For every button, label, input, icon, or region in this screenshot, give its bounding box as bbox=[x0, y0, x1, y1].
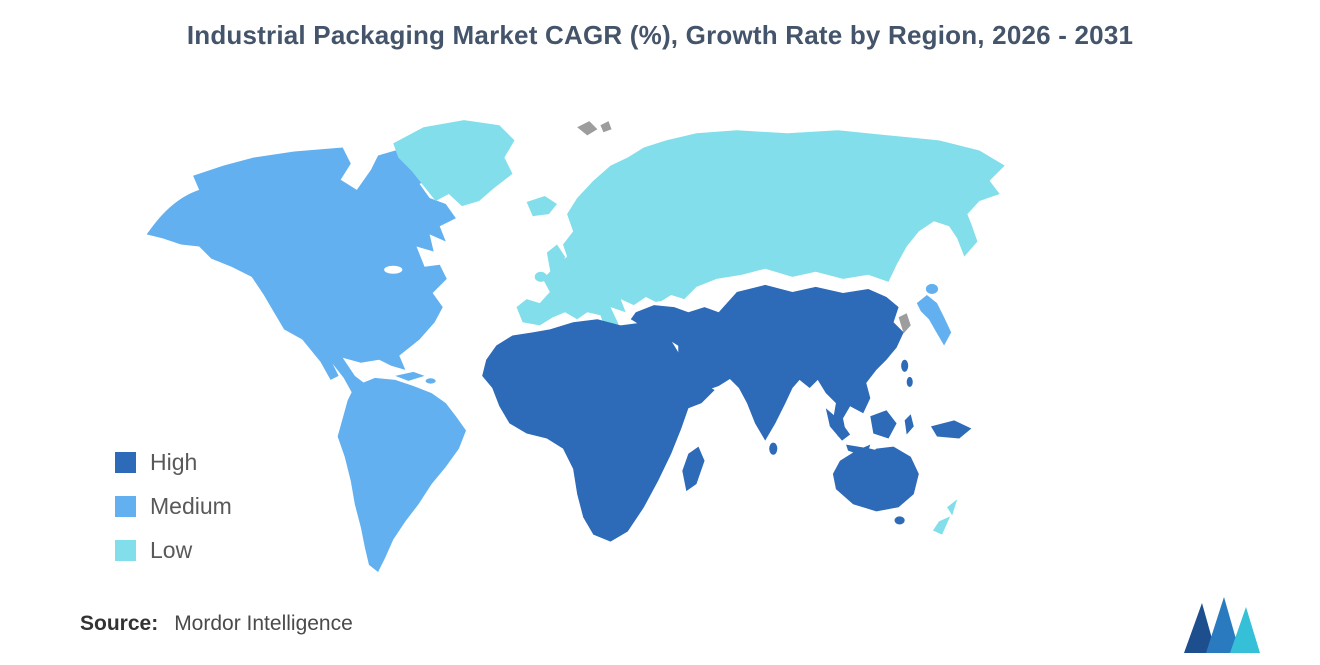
legend-label-low: Low bbox=[150, 537, 193, 563]
region-sulawesi bbox=[904, 414, 914, 435]
region-greenland bbox=[393, 120, 515, 207]
region-sumatra bbox=[825, 408, 851, 441]
legend-label-medium: Medium bbox=[150, 493, 232, 519]
region-new-guinea bbox=[930, 420, 972, 439]
region-cuba bbox=[395, 371, 425, 381]
legend-item-high: High bbox=[115, 449, 232, 476]
region-north-america bbox=[146, 147, 456, 448]
mordor-intelligence-logo bbox=[1184, 597, 1260, 653]
logo-peak-middle bbox=[1206, 597, 1240, 653]
region-iceland bbox=[526, 195, 557, 217]
legend: High Medium Low bbox=[115, 449, 232, 581]
legend-item-low: Low bbox=[115, 537, 232, 564]
region-hokkaido bbox=[925, 283, 939, 295]
world-map bbox=[146, 120, 1005, 572]
region-sri-lanka bbox=[769, 442, 778, 455]
legend-swatch-low bbox=[115, 540, 136, 561]
region-europe-russia bbox=[516, 130, 1005, 344]
logo-peak-left bbox=[1184, 603, 1216, 653]
region-australia bbox=[832, 444, 919, 512]
world-map-container bbox=[90, 105, 1030, 575]
source-value: Mordor Intelligence bbox=[174, 612, 353, 635]
region-africa bbox=[482, 319, 715, 542]
region-new-zealand-south bbox=[932, 516, 951, 535]
legend-swatch-medium bbox=[115, 496, 136, 517]
legend-swatch-high bbox=[115, 452, 136, 473]
logo-peak-right bbox=[1230, 607, 1260, 653]
region-philippines-1 bbox=[901, 359, 909, 372]
source-line: Source: Mordor Intelligence bbox=[80, 612, 353, 636]
region-new-zealand-north bbox=[947, 499, 958, 516]
region-tasmania bbox=[894, 516, 905, 525]
great-lakes bbox=[384, 265, 403, 274]
page-title: Industrial Packaging Market CAGR (%), Gr… bbox=[186, 20, 1134, 50]
region-korea bbox=[898, 313, 911, 334]
region-south-america bbox=[337, 377, 466, 572]
region-borneo bbox=[870, 410, 897, 439]
region-hispaniola bbox=[425, 378, 436, 384]
region-madagascar bbox=[682, 446, 705, 492]
region-philippines-2 bbox=[906, 376, 913, 387]
legend-item-medium: Medium bbox=[115, 493, 232, 520]
region-japan bbox=[916, 295, 952, 346]
region-svalbard bbox=[577, 121, 612, 136]
legend-label-high: High bbox=[150, 449, 198, 475]
region-asia-high bbox=[630, 284, 904, 441]
source-label: Source: bbox=[80, 612, 159, 635]
